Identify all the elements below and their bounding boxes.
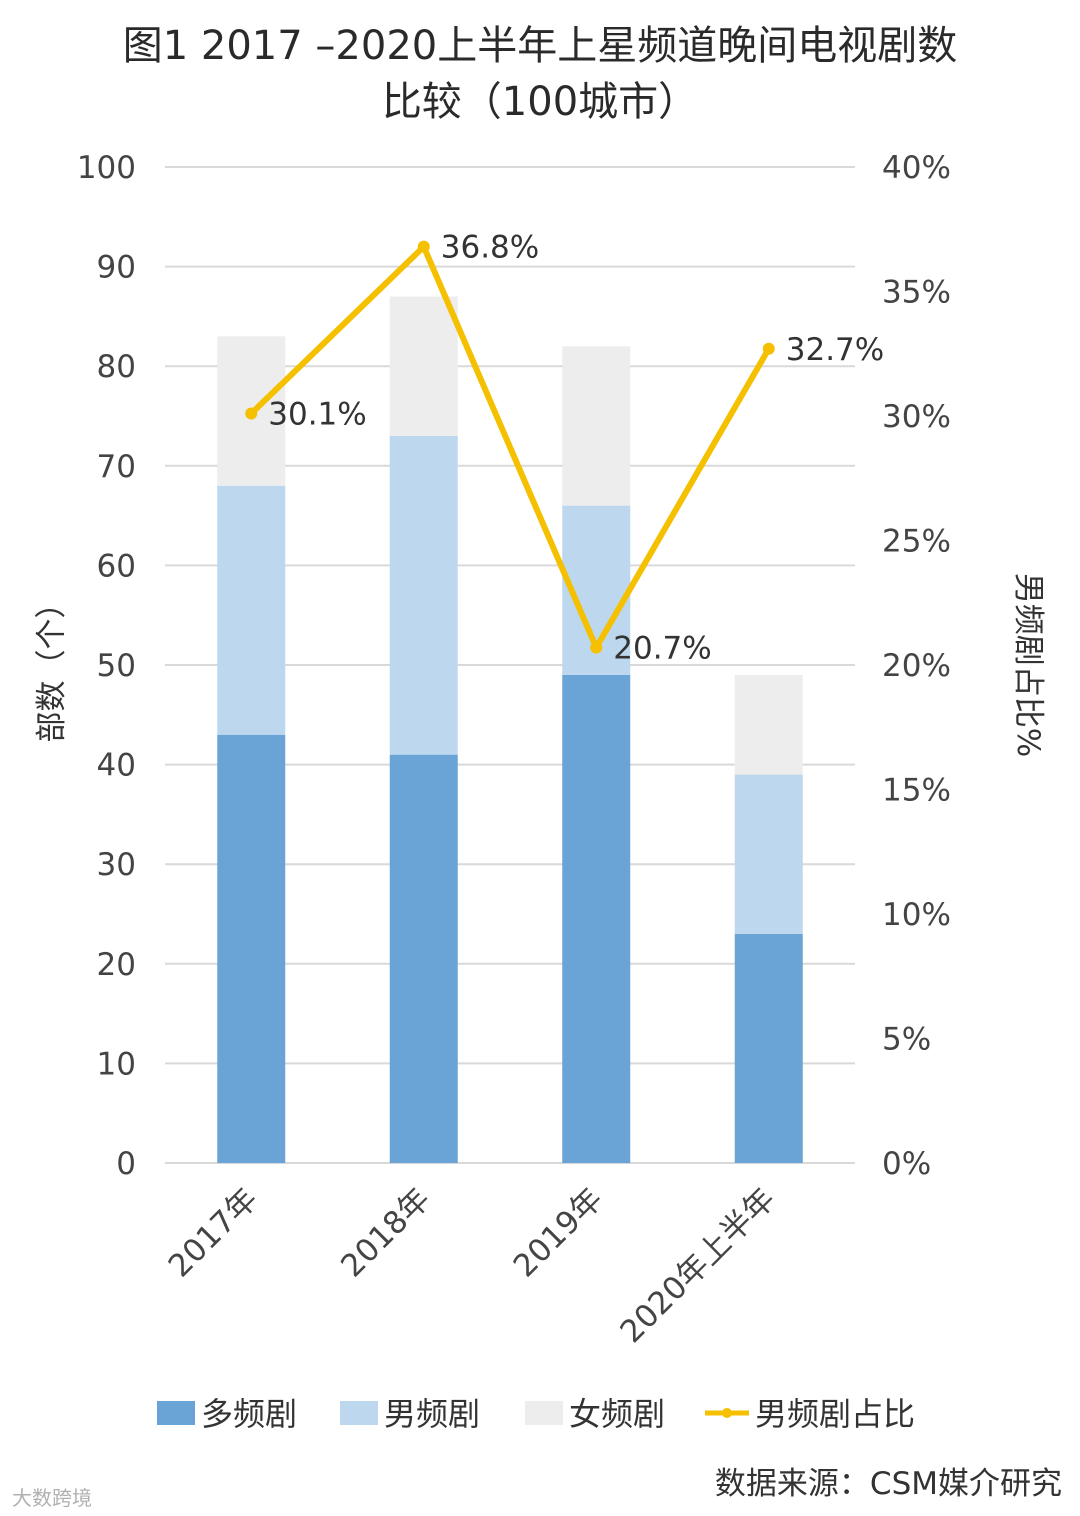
y-tick-label: 30 bbox=[97, 847, 136, 883]
data-label: 32.7% bbox=[786, 332, 884, 368]
data-label: 20.7% bbox=[613, 631, 711, 667]
legend-swatch bbox=[525, 1401, 563, 1425]
legend-line-marker bbox=[722, 1408, 732, 1418]
bar-segment bbox=[562, 674, 631, 1163]
y-tick-label: 80 bbox=[97, 349, 136, 385]
legend-label: 男频剧占比 bbox=[755, 1395, 915, 1433]
bar-segment bbox=[562, 346, 631, 506]
y2-tick-label: 30% bbox=[882, 399, 951, 435]
bar-segment bbox=[389, 754, 458, 1163]
data-label: 36.8% bbox=[441, 230, 539, 266]
y-tick-label: 100 bbox=[77, 150, 136, 186]
line-series-path bbox=[249, 243, 772, 651]
bar-segment bbox=[217, 485, 286, 735]
y2-axis-title: 男频剧占比% bbox=[1010, 573, 1046, 757]
chart-title: 图1 2017 –2020上半年上星频道晚间电视剧数 比较（100城市） bbox=[0, 18, 1080, 130]
legend-label: 男频剧 bbox=[384, 1395, 480, 1433]
y2-tick-label: 5% bbox=[882, 1022, 931, 1058]
y2-tick-label: 0% bbox=[882, 1146, 931, 1182]
y-tick-label: 0 bbox=[116, 1146, 136, 1182]
bar-segment bbox=[734, 674, 803, 775]
y-tick-label: 50 bbox=[97, 648, 136, 684]
y2-tick-label: 40% bbox=[882, 150, 951, 186]
y2-tick-label: 20% bbox=[882, 648, 951, 684]
y-tick-label: 70 bbox=[97, 449, 136, 485]
line-point bbox=[762, 342, 775, 355]
y2-tick-label: 10% bbox=[882, 897, 951, 933]
data-label: 30.1% bbox=[268, 397, 366, 433]
bar-segment bbox=[389, 296, 458, 436]
y-tick-label: 60 bbox=[97, 548, 136, 584]
chart-title-line-2: 比较（100城市） bbox=[381, 79, 699, 125]
bar-segment bbox=[389, 435, 458, 755]
y-tick-label: 40 bbox=[97, 748, 136, 784]
line-point bbox=[590, 641, 603, 654]
y2-tick-label: 25% bbox=[882, 524, 951, 560]
y-axis-title: 部数（个） bbox=[34, 588, 70, 743]
chart-title-line-1: 图1 2017 –2020上半年上星频道晚间电视剧数 bbox=[122, 23, 958, 69]
legend-swatch bbox=[157, 1401, 195, 1425]
line-point bbox=[417, 240, 430, 253]
x-tick-label: 2020年上半年 bbox=[613, 1181, 782, 1350]
legend-swatch bbox=[340, 1401, 378, 1425]
x-tick-label: 2018年 bbox=[334, 1181, 437, 1284]
x-tick-label: 2019年 bbox=[507, 1181, 610, 1284]
data-source-note: 数据来源：CSM媒介研究 bbox=[714, 1466, 1062, 1502]
y2-tick-label: 15% bbox=[882, 773, 951, 809]
y2-tick-label: 35% bbox=[882, 275, 951, 311]
legend-label: 女频剧 bbox=[569, 1395, 665, 1433]
bar-segment bbox=[734, 933, 803, 1163]
line-point bbox=[245, 407, 258, 420]
watermark: 大数跨境 bbox=[12, 1486, 92, 1510]
y-tick-label: 20 bbox=[97, 947, 136, 983]
bar-segment bbox=[734, 774, 803, 934]
x-tick-label: 2017年 bbox=[162, 1181, 265, 1284]
y-tick-label: 90 bbox=[97, 250, 136, 286]
legend-label: 多频剧 bbox=[201, 1395, 297, 1433]
bar-segment bbox=[217, 734, 286, 1163]
y-tick-label: 10 bbox=[97, 1046, 136, 1082]
